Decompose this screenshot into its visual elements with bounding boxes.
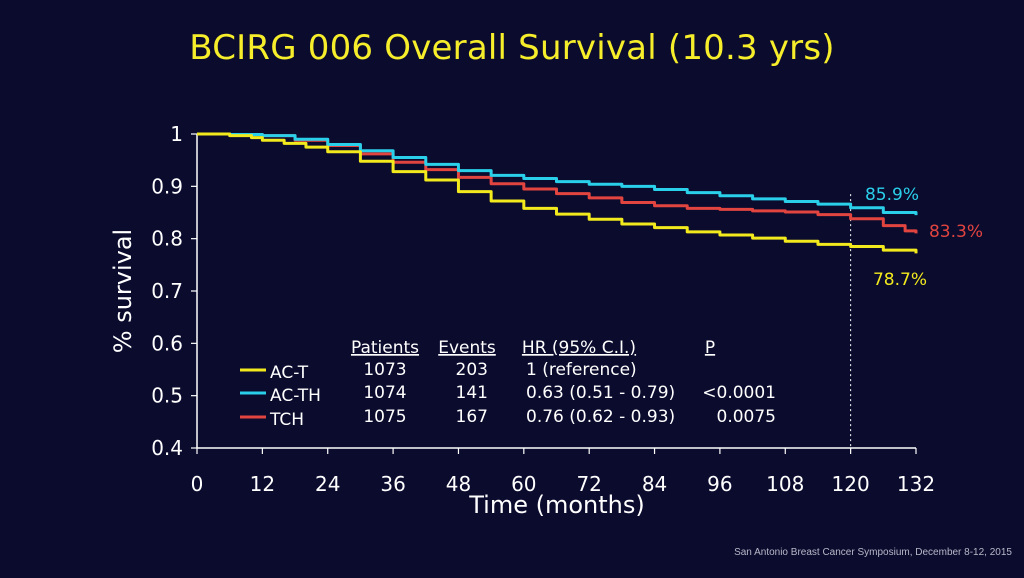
table-cell-events: 141 (456, 383, 488, 403)
slide-footer: San Antonio Breast Cancer Symposium, Dec… (734, 547, 1012, 558)
x-tick-label: 36 (380, 472, 405, 496)
table-cell-patients: 1073 (363, 360, 406, 380)
series-layer: 85.9% 83.3% 78.7% (197, 132, 983, 290)
table-cell-events: 203 (456, 360, 488, 380)
series-line-tch (197, 132, 918, 234)
table-cell-hr: 0.76 (0.62 - 0.93) (526, 407, 675, 427)
table-header: Patients (351, 338, 419, 358)
table-cell-p: 0.0075 (717, 407, 776, 427)
legend-label-ac-t: AC-T (270, 363, 309, 383)
x-tick-label: 24 (315, 472, 340, 496)
y-tick-label: 0.8 (151, 227, 183, 251)
x-tick-label: 96 (707, 472, 732, 496)
legend-label-ac-th: AC-TH (270, 386, 321, 406)
x-tick-label: 120 (832, 472, 870, 496)
table-header: HR (95% C.I.) (522, 338, 636, 358)
y-tick-label: 0.7 (151, 279, 183, 303)
chart-axes: 0.4 0.5 0.6 0.7 0.8 0.9 1 0 12 24 36 48 60 72 84 96 108 1… (109, 122, 935, 519)
table-header: P (705, 338, 715, 358)
table-cell-hr: 1 (reference) (526, 360, 637, 380)
x-tick-label: 12 (250, 472, 275, 496)
legend-label-tch: TCH (269, 410, 304, 430)
x-tick-label: 48 (446, 472, 471, 496)
series-line-ac-t (197, 132, 918, 254)
x-tick-label: 72 (576, 472, 601, 496)
x-tick-label: 60 (511, 472, 536, 496)
y-tick-label: 0.6 (151, 331, 183, 355)
table-cell-hr: 0.63 (0.51 - 0.79) (526, 383, 675, 403)
x-tick-label: 84 (642, 472, 667, 496)
end-label-ac-t: 78.7% (873, 270, 927, 290)
x-axis-title: Time (months) (468, 491, 645, 519)
slide-title: BCIRG 006 Overall Survival (10.3 yrs) (189, 28, 835, 68)
table-cell-patients: 1074 (363, 383, 406, 403)
y-tick-label: 1 (170, 122, 183, 146)
table-cell-p: <0.0001 (702, 383, 776, 403)
end-label-ac-th: 85.9% (865, 185, 919, 205)
y-axis-title: % survival (109, 229, 137, 353)
x-tick-label: 0 (191, 472, 204, 496)
table-cell-patients: 1075 (363, 407, 406, 427)
legend-table: AC-T AC-TH TCH Patients Events HR (95% C.I.) P… (240, 338, 776, 430)
series-line-ac-th (197, 132, 918, 216)
y-tick-label: 0.5 (151, 384, 183, 408)
end-label-tch: 83.3% (929, 222, 983, 242)
y-tick-label: 0.4 (151, 436, 183, 460)
x-tick-label: 108 (766, 472, 804, 496)
table-cell-events: 167 (456, 407, 488, 427)
table-header: Events (438, 338, 496, 358)
y-tick-label: 0.9 (151, 174, 183, 198)
x-tick-label: 132 (897, 472, 935, 496)
